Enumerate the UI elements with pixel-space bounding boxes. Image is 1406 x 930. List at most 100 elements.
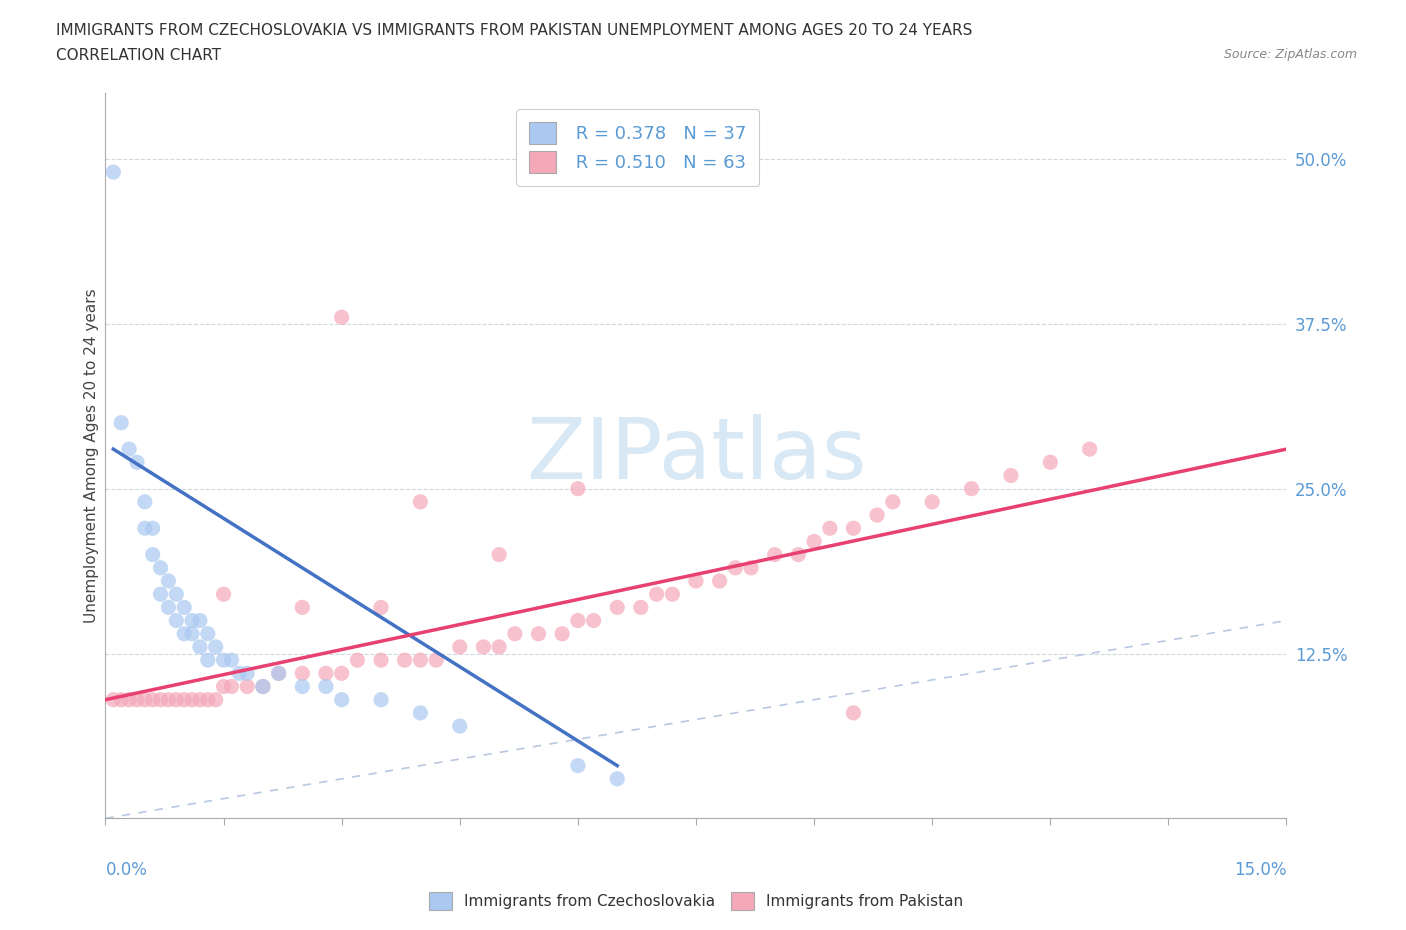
- Point: [173, 692, 195, 707]
- Point: [661, 587, 683, 602]
- Point: [315, 666, 337, 681]
- Point: [197, 653, 219, 668]
- Point: [103, 165, 125, 179]
- Point: [165, 692, 187, 707]
- Point: [606, 771, 628, 786]
- Point: [842, 706, 865, 721]
- Point: [330, 692, 353, 707]
- Point: [228, 666, 250, 681]
- Point: [709, 574, 731, 589]
- Point: [134, 521, 156, 536]
- Point: [165, 613, 187, 628]
- Point: [346, 653, 368, 668]
- Point: [567, 613, 589, 628]
- Point: [763, 547, 786, 562]
- Point: [110, 416, 132, 431]
- Point: [567, 481, 589, 496]
- Point: [212, 653, 235, 668]
- Legend: Immigrants from Czechoslovakia, Immigrants from Pakistan: Immigrants from Czechoslovakia, Immigran…: [422, 884, 970, 918]
- Point: [567, 758, 589, 773]
- Point: [803, 534, 825, 549]
- Point: [142, 692, 165, 707]
- Point: [315, 679, 337, 694]
- Point: [236, 679, 259, 694]
- Point: [740, 561, 762, 576]
- Point: [134, 495, 156, 510]
- Point: [236, 666, 259, 681]
- Point: [330, 310, 353, 325]
- Point: [142, 547, 165, 562]
- Point: [645, 587, 668, 602]
- Point: [291, 600, 314, 615]
- Point: [157, 600, 180, 615]
- Point: [157, 692, 180, 707]
- Point: [787, 547, 810, 562]
- Point: [125, 455, 148, 470]
- Point: [149, 692, 172, 707]
- Point: [110, 692, 132, 707]
- Point: [142, 521, 165, 536]
- Point: [103, 692, 125, 707]
- Point: [818, 521, 841, 536]
- Text: 0.0%: 0.0%: [105, 860, 148, 879]
- Point: [409, 495, 432, 510]
- Point: [330, 666, 353, 681]
- Point: [252, 679, 274, 694]
- Text: 15.0%: 15.0%: [1234, 860, 1286, 879]
- Point: [221, 679, 243, 694]
- Point: [212, 679, 235, 694]
- Point: [267, 666, 290, 681]
- Point: [181, 613, 204, 628]
- Point: [842, 521, 865, 536]
- Point: [1039, 455, 1062, 470]
- Point: [149, 561, 172, 576]
- Point: [425, 653, 447, 668]
- Text: ZIPatlas: ZIPatlas: [526, 414, 866, 498]
- Point: [149, 587, 172, 602]
- Point: [173, 626, 195, 641]
- Point: [1000, 468, 1022, 483]
- Point: [582, 613, 605, 628]
- Point: [173, 600, 195, 615]
- Point: [204, 692, 226, 707]
- Point: [449, 719, 471, 734]
- Point: [394, 653, 416, 668]
- Point: [197, 626, 219, 641]
- Point: [724, 561, 747, 576]
- Point: [221, 653, 243, 668]
- Point: [685, 574, 707, 589]
- Point: [409, 706, 432, 721]
- Text: CORRELATION CHART: CORRELATION CHART: [56, 48, 221, 63]
- Point: [551, 626, 574, 641]
- Point: [252, 679, 274, 694]
- Point: [157, 574, 180, 589]
- Point: [866, 508, 889, 523]
- Point: [188, 692, 211, 707]
- Point: [503, 626, 526, 641]
- Point: [197, 692, 219, 707]
- Point: [882, 495, 904, 510]
- Point: [527, 626, 550, 641]
- Point: [449, 640, 471, 655]
- Y-axis label: Unemployment Among Ages 20 to 24 years: Unemployment Among Ages 20 to 24 years: [84, 288, 98, 623]
- Point: [125, 692, 148, 707]
- Point: [921, 495, 943, 510]
- Point: [291, 666, 314, 681]
- Point: [118, 692, 141, 707]
- Point: [134, 692, 156, 707]
- Point: [370, 600, 392, 615]
- Point: [291, 679, 314, 694]
- Point: [188, 640, 211, 655]
- Point: [212, 587, 235, 602]
- Point: [606, 600, 628, 615]
- Point: [370, 692, 392, 707]
- Point: [472, 640, 495, 655]
- Point: [488, 547, 510, 562]
- Point: [165, 587, 187, 602]
- Point: [188, 613, 211, 628]
- Point: [960, 481, 983, 496]
- Text: IMMIGRANTS FROM CZECHOSLOVAKIA VS IMMIGRANTS FROM PAKISTAN UNEMPLOYMENT AMONG AG: IMMIGRANTS FROM CZECHOSLOVAKIA VS IMMIGR…: [56, 23, 973, 38]
- Point: [118, 442, 141, 457]
- Point: [409, 653, 432, 668]
- Text: Source: ZipAtlas.com: Source: ZipAtlas.com: [1223, 48, 1357, 61]
